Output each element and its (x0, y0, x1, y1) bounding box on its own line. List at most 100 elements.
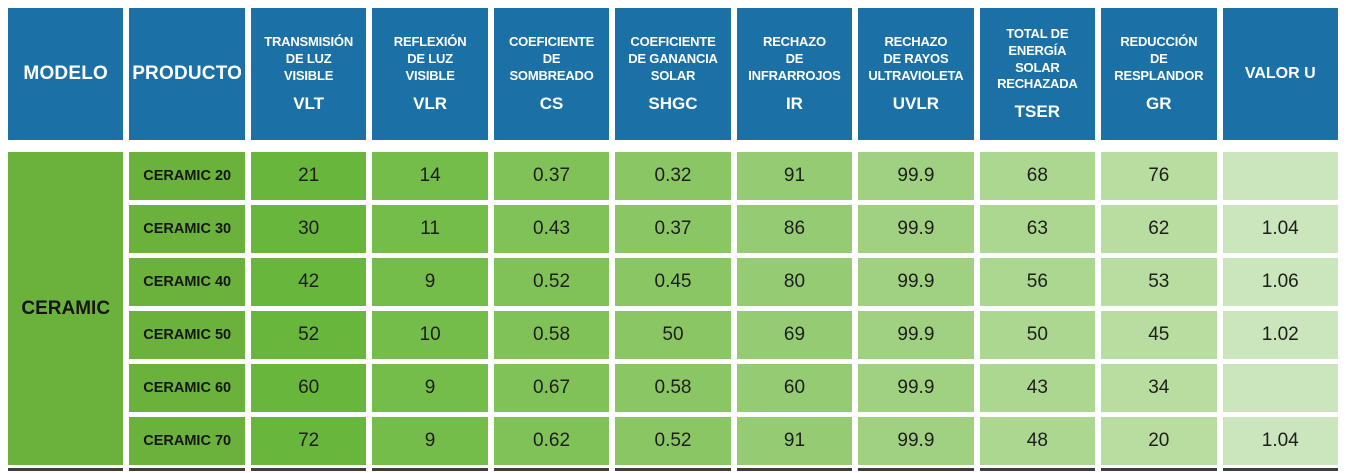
header-cs: COEFICIENTE DE SOMBREADO CS (493, 8, 610, 140)
product-cell: CERAMIC 50 (129, 311, 245, 359)
bottom-strip-segment (129, 468, 245, 471)
value-cell: 0.32 (615, 152, 731, 200)
value-cell: 0.45 (615, 258, 731, 306)
value-cell: 1.02 (1222, 311, 1338, 359)
value-cell: 99.9 (858, 205, 974, 253)
value-cell: 72 (250, 417, 367, 465)
header-ir-name: RECHAZO DE INFRARROJOS (748, 34, 841, 83)
value-cell: 0.58 (493, 311, 610, 359)
bottom-strip-segment (979, 468, 1096, 471)
value-cell: 0.43 (493, 205, 610, 253)
header-shgc-acronym: SHGC (648, 93, 698, 113)
header-cs-name: COEFICIENTE DE SOMBREADO (508, 34, 595, 83)
header-tser-name: TOTAL DE ENERGÍA SOLAR RECHAZADA (997, 25, 1078, 92)
value-cell: 50 (615, 311, 731, 359)
value-cell: 9 (372, 258, 488, 306)
value-cell: 68 (979, 152, 1096, 200)
bottom-strip-segment (736, 468, 853, 471)
ceramic-spec-table: MODELO PRODUCTO TRANSMISIÓN DE LUZ VISIB… (8, 8, 1338, 471)
value-cell: 86 (736, 205, 853, 253)
value-cell: 10 (372, 311, 488, 359)
bottom-strip-segment (372, 468, 488, 471)
header-uvlr-name: RECHAZO DE RAYOS ULTRAVIOLETA (868, 34, 964, 83)
product-cell: CERAMIC 70 (129, 417, 245, 465)
product-cell: CERAMIC 20 (129, 152, 245, 200)
value-cell: 48 (979, 417, 1096, 465)
value-cell: 11 (372, 205, 488, 253)
value-cell: 63 (979, 205, 1096, 253)
value-cell: 52 (250, 311, 367, 359)
value-cell: 60 (736, 364, 853, 412)
value-cell: 99.9 (858, 364, 974, 412)
value-cell: 1.06 (1222, 258, 1338, 306)
value-cell: 56 (979, 258, 1096, 306)
value-cell: 21 (250, 152, 367, 200)
value-cell: 34 (1101, 364, 1217, 412)
value-cell: 0.37 (615, 205, 731, 253)
value-cell: 43 (979, 364, 1096, 412)
bottom-strip-segment (858, 468, 974, 471)
value-cell (1222, 152, 1338, 200)
header-vlt-acronym: VLT (293, 93, 325, 113)
value-cell: 53 (1101, 258, 1217, 306)
header-vlt-name: TRANSMISIÓN DE LUZ VISIBLE (264, 34, 354, 83)
header-tser: TOTAL DE ENERGÍA SOLAR RECHAZADA TSER (979, 8, 1096, 140)
product-cell: CERAMIC 30 (129, 205, 245, 253)
bottom-strip-segment (493, 468, 610, 471)
header-cs-acronym: CS (539, 93, 564, 113)
header-vlr-name: REFLEXIÓN DE LUZ VISIBLE (393, 34, 467, 83)
header-gr: REDUCCIÓN DE RESPLANDOR GR (1101, 8, 1217, 140)
value-cell: 91 (736, 417, 853, 465)
header-vlr-acronym: VLR (413, 93, 448, 113)
value-cell: 99.9 (858, 311, 974, 359)
bottom-strip-segment (250, 468, 367, 471)
value-cell: 80 (736, 258, 853, 306)
value-cell: 30 (250, 205, 367, 253)
header-modelo: MODELO (8, 8, 124, 140)
value-cell (1222, 364, 1338, 412)
value-cell: 99.9 (858, 258, 974, 306)
value-cell: 0.58 (615, 364, 731, 412)
value-cell: 69 (736, 311, 853, 359)
value-cell: 50 (979, 311, 1096, 359)
product-cell: CERAMIC 60 (129, 364, 245, 412)
header-vlt: TRANSMISIÓN DE LUZ VISIBLE VLT (250, 8, 367, 140)
value-cell: 45 (1101, 311, 1217, 359)
value-cell: 14 (372, 152, 488, 200)
value-cell: 20 (1101, 417, 1217, 465)
value-cell: 0.52 (493, 258, 610, 306)
header-gr-name: REDUCCIÓN DE RESPLANDOR (1114, 34, 1204, 83)
product-cell: CERAMIC 40 (129, 258, 245, 306)
value-cell: 1.04 (1222, 417, 1338, 465)
value-cell: 42 (250, 258, 367, 306)
header-producto: PRODUCTO (129, 8, 245, 140)
value-cell: 0.62 (493, 417, 610, 465)
header-ir: RECHAZO DE INFRARROJOS IR (736, 8, 853, 140)
header-shgc: COEFICIENTE DE GANANCIA SOLAR SHGC (615, 8, 731, 140)
bottom-strip-segment (1101, 468, 1217, 471)
value-cell: 0.67 (493, 364, 610, 412)
header-uvlr: RECHAZO DE RAYOS ULTRAVIOLETA UVLR (858, 8, 974, 140)
value-cell: 0.37 (493, 152, 610, 200)
value-cell: 1.04 (1222, 205, 1338, 253)
value-cell: 0.52 (615, 417, 731, 465)
model-group-cell: CERAMIC (8, 152, 124, 465)
value-cell: 60 (250, 364, 367, 412)
value-cell: 91 (736, 152, 853, 200)
value-cell: 99.9 (858, 417, 974, 465)
header-ir-acronym: IR (785, 93, 803, 113)
value-cell: 9 (372, 417, 488, 465)
header-valor-u: VALOR U (1222, 8, 1338, 140)
header-shgc-name: COEFICIENTE DE GANANCIA SOLAR (628, 34, 718, 83)
header-vlr: REFLEXIÓN DE LUZ VISIBLE VLR (372, 8, 488, 140)
header-tser-acronym: TSER (1014, 102, 1061, 122)
bottom-strip-segment (615, 468, 731, 471)
value-cell: 76 (1101, 152, 1217, 200)
bottom-strip-segment (8, 468, 124, 471)
value-cell: 9 (372, 364, 488, 412)
header-gr-acronym: GR (1146, 93, 1172, 113)
header-uvlr-acronym: UVLR (892, 93, 940, 113)
bottom-strip-segment (1222, 468, 1338, 471)
value-cell: 62 (1101, 205, 1217, 253)
value-cell: 99.9 (858, 152, 974, 200)
